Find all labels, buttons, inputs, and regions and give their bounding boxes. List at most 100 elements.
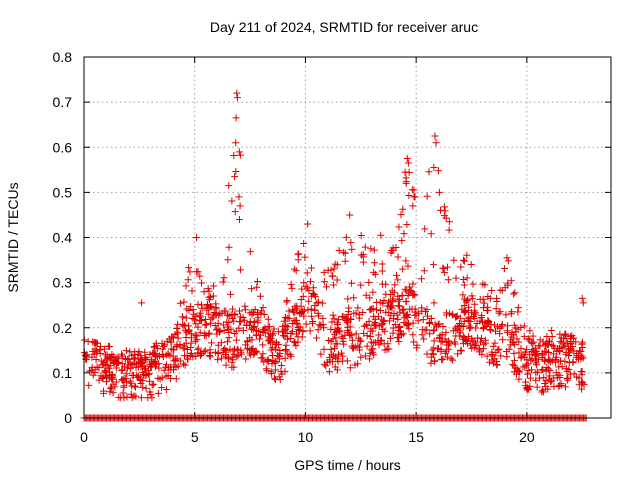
data-point	[402, 312, 410, 320]
data-point	[499, 336, 507, 344]
data-point	[184, 346, 192, 354]
data-point	[566, 333, 574, 341]
data-point	[171, 356, 179, 364]
data-point	[520, 322, 528, 330]
y-axis-title: SRMTID / TECUs	[5, 182, 21, 292]
data-point	[430, 164, 438, 172]
data-point	[475, 345, 483, 353]
data-point	[188, 287, 196, 295]
data-point	[405, 192, 413, 200]
data-point	[425, 168, 433, 176]
data-point	[209, 314, 217, 322]
data-point	[459, 335, 467, 343]
data-point	[210, 282, 218, 290]
data-point	[442, 309, 450, 317]
data-point	[341, 257, 349, 265]
data-point	[254, 316, 262, 324]
data-point	[132, 363, 140, 371]
data-point	[423, 192, 431, 200]
data-point	[523, 370, 531, 378]
data-point	[150, 343, 158, 351]
data-point	[267, 368, 275, 376]
data-point	[200, 288, 208, 296]
data-point	[197, 279, 205, 287]
data-point	[135, 373, 143, 381]
data-point	[230, 152, 238, 160]
data-point	[333, 366, 341, 374]
data-point	[405, 283, 413, 291]
data-point	[522, 348, 530, 356]
data-point	[525, 385, 533, 393]
data-point	[187, 302, 195, 310]
data-point	[232, 139, 240, 147]
data-point	[481, 281, 489, 289]
data-point	[264, 315, 272, 323]
data-point	[102, 356, 110, 364]
data-point	[314, 326, 322, 334]
data-point	[232, 167, 240, 175]
data-point	[357, 337, 365, 345]
data-point	[420, 267, 428, 275]
data-point	[403, 155, 411, 163]
data-point	[361, 243, 369, 251]
data-point	[354, 304, 362, 312]
data-point	[426, 330, 434, 338]
data-point	[183, 305, 191, 313]
data-point	[501, 284, 509, 292]
data-point	[154, 353, 162, 361]
data-point	[439, 264, 447, 272]
data-point	[411, 193, 419, 201]
data-point	[184, 276, 192, 284]
data-point	[231, 173, 239, 181]
data-point	[466, 317, 474, 325]
data-point	[325, 336, 333, 344]
data-point	[132, 392, 140, 400]
data-point	[409, 331, 417, 339]
data-point	[317, 321, 325, 329]
data-point	[539, 388, 547, 396]
data-point	[411, 311, 419, 319]
data-point	[167, 338, 175, 346]
data-point	[460, 317, 468, 325]
data-point	[349, 344, 357, 352]
data-point	[427, 314, 435, 322]
data-point	[283, 297, 291, 305]
data-point	[488, 356, 496, 364]
data-point	[363, 342, 371, 350]
data-point	[123, 364, 131, 372]
data-point	[230, 317, 238, 325]
data-point	[225, 312, 233, 320]
data-point	[403, 310, 411, 318]
data-point	[462, 298, 470, 306]
data-point	[197, 350, 205, 358]
data-point	[196, 329, 204, 337]
data-point	[570, 347, 578, 355]
data-point	[201, 347, 209, 355]
data-point	[419, 316, 427, 324]
data-point	[120, 382, 128, 390]
data-point	[196, 309, 204, 317]
data-point	[294, 326, 302, 334]
data-point	[307, 264, 315, 272]
data-point	[172, 375, 180, 383]
data-point	[563, 374, 571, 382]
data-point	[497, 352, 505, 360]
data-point	[418, 331, 426, 339]
data-point	[401, 168, 409, 176]
data-point	[328, 272, 336, 280]
data-point	[219, 278, 227, 286]
data-point	[518, 352, 526, 360]
data-point	[525, 366, 533, 374]
data-point	[453, 322, 461, 330]
data-point	[266, 330, 274, 338]
data-point	[225, 243, 233, 251]
data-point	[337, 349, 345, 357]
data-point	[477, 334, 485, 342]
data-point	[182, 314, 190, 322]
data-point	[395, 326, 403, 334]
data-point	[430, 299, 438, 307]
data-point	[138, 299, 146, 307]
data-point	[394, 297, 402, 305]
data-point	[173, 343, 181, 351]
data-point	[330, 330, 338, 338]
